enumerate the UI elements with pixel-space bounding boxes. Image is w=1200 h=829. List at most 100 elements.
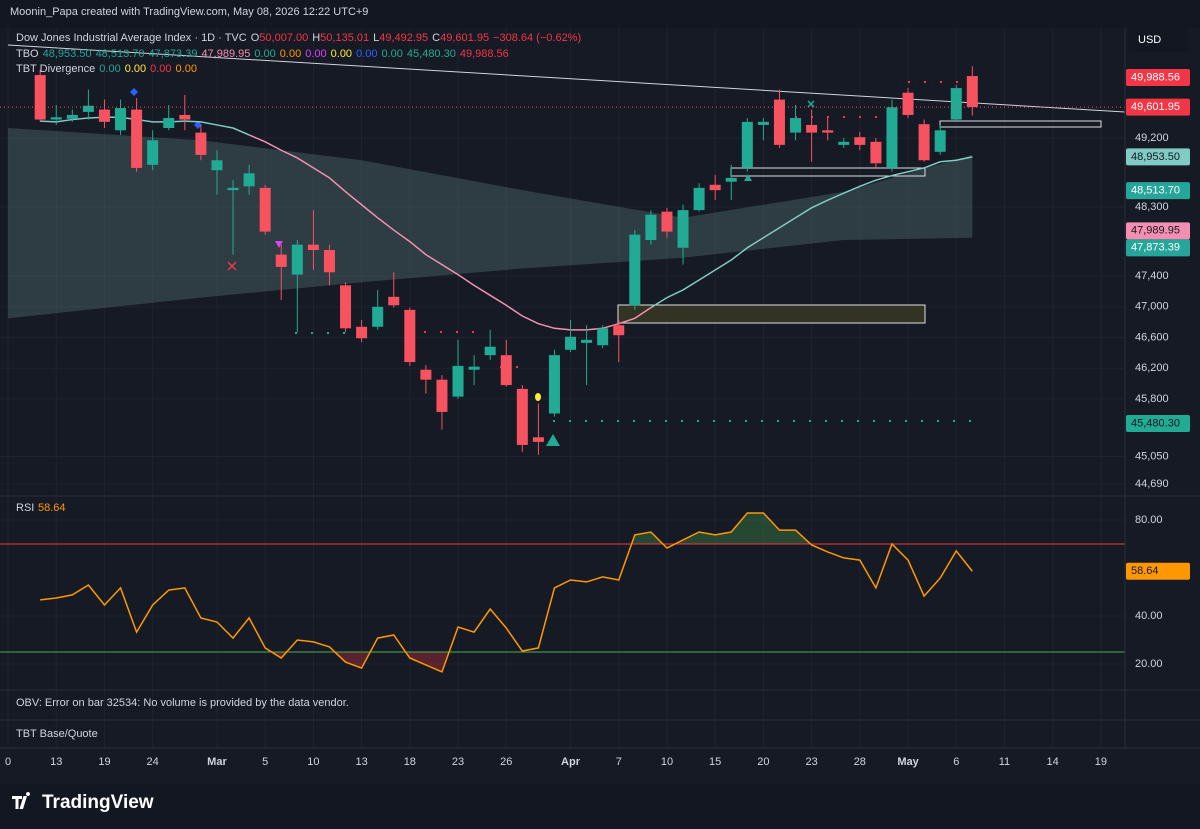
x-tick-label: 19 bbox=[98, 756, 110, 768]
indicator-name: TBT Divergence bbox=[16, 63, 96, 75]
indicator-value: 0.00 bbox=[175, 63, 197, 75]
indicator-value: 48,953.50 bbox=[42, 47, 92, 60]
candle-body bbox=[420, 369, 432, 380]
indicator-value: 0.00 bbox=[254, 47, 276, 60]
x-tick-label: 24 bbox=[147, 756, 159, 768]
x-tick-label: 13 bbox=[355, 756, 367, 768]
candle-body bbox=[677, 210, 689, 248]
moving-average bbox=[248, 134, 652, 331]
y-tick-label: 49,200 bbox=[1135, 132, 1169, 144]
price-tag-label: 45,480.30 bbox=[1131, 417, 1180, 429]
annotations bbox=[7, 44, 1126, 446]
rsi-title: RSI bbox=[16, 502, 34, 514]
candle-body bbox=[323, 250, 335, 273]
x-tick-label: 14 bbox=[1047, 756, 1059, 768]
x-tick-label: May bbox=[897, 756, 919, 768]
candle-body bbox=[693, 187, 705, 211]
cross-signal bbox=[227, 261, 237, 271]
candle-body bbox=[66, 114, 78, 119]
candle-body bbox=[98, 109, 110, 122]
y-tick-label: 80.00 bbox=[1135, 514, 1163, 526]
candle-body bbox=[902, 92, 914, 115]
indicator-name: TBO bbox=[16, 47, 39, 60]
candle-body bbox=[886, 107, 898, 168]
candle-body bbox=[725, 177, 737, 182]
candle-body bbox=[516, 388, 528, 445]
candle-body bbox=[790, 118, 802, 133]
currency-button[interactable] bbox=[1128, 28, 1188, 52]
candle-body bbox=[548, 355, 560, 414]
candle-body bbox=[854, 137, 866, 145]
candle-body bbox=[211, 160, 223, 171]
candle-body bbox=[661, 211, 673, 232]
price-tag-label: 49,601.95 bbox=[1131, 101, 1180, 113]
candle-body bbox=[484, 346, 496, 356]
x-tick-label: 6 bbox=[953, 756, 959, 768]
candle-body bbox=[806, 124, 818, 133]
attribution: Moonin_Papa created with TradingView.com… bbox=[10, 6, 369, 18]
diamond-signal bbox=[194, 121, 202, 129]
candle-body bbox=[179, 114, 191, 120]
axis-layer: USD RSI 58.64 OBV: Error on bar 32534: N… bbox=[0, 28, 1200, 829]
candle-body bbox=[741, 121, 753, 168]
indicator-row: TBO 48,953.50 48,513.70 47,873.39 47,989.95 0… bbox=[16, 47, 585, 63]
indicator-value: 47,873.39 bbox=[148, 47, 198, 60]
ohlc-value: 49,492.95 bbox=[379, 32, 429, 44]
indicator-value: 47,989.95 bbox=[201, 47, 251, 60]
candle-body bbox=[307, 244, 319, 251]
candle-body bbox=[950, 88, 962, 120]
x-tick-label: 20 bbox=[757, 756, 769, 768]
change: −308.64 (−0.62%) bbox=[493, 32, 582, 44]
marks-layer bbox=[0, 66, 1125, 673]
ohlc-value: 50,135.01 bbox=[320, 32, 370, 44]
indicator-value: 48,513.70 bbox=[95, 47, 145, 60]
buy-signal bbox=[744, 174, 752, 181]
brand-name: TradingView bbox=[42, 792, 154, 813]
candle-body bbox=[291, 244, 303, 275]
candle-body bbox=[645, 214, 657, 241]
price-tag bbox=[1126, 148, 1190, 166]
pane-title: TBT Base/Quote bbox=[16, 728, 98, 740]
candle-body bbox=[340, 285, 352, 329]
rsi-value: 58.64 bbox=[38, 502, 66, 514]
price-tag bbox=[1126, 98, 1190, 116]
candle-body bbox=[404, 309, 416, 363]
footer bbox=[0, 784, 1200, 829]
candle-body bbox=[773, 99, 785, 145]
candle-body bbox=[195, 132, 207, 155]
candle-body bbox=[372, 306, 384, 327]
x-tick-label: 19 bbox=[1095, 756, 1107, 768]
legend: Dow Jones Industrial Average Index · 1D … bbox=[16, 31, 585, 78]
currency-label[interactable]: USD bbox=[1138, 34, 1161, 46]
candle-body bbox=[147, 140, 159, 165]
indicator-value: 0.00 bbox=[330, 47, 353, 60]
candle-body bbox=[918, 124, 930, 161]
zone-box bbox=[617, 304, 926, 324]
candle-body bbox=[50, 117, 62, 120]
price-tag-label: 47,989.95 bbox=[1131, 225, 1180, 237]
candle-body bbox=[500, 355, 512, 386]
y-tick-label: 46,600 bbox=[1135, 331, 1169, 343]
rsi-line bbox=[40, 512, 973, 673]
price-tag-label: 48,953.50 bbox=[1131, 151, 1180, 163]
price-tag bbox=[1126, 239, 1190, 257]
y-tick-label: 45,050 bbox=[1135, 450, 1169, 462]
candle-body bbox=[613, 325, 625, 336]
candle-body bbox=[597, 328, 609, 346]
x-tick-label: 26 bbox=[500, 756, 512, 768]
candle-body bbox=[356, 326, 368, 339]
zone-box bbox=[939, 120, 1102, 128]
cross-signal bbox=[807, 100, 815, 108]
x-tick-label: 11 bbox=[999, 756, 1010, 768]
candle-body bbox=[436, 379, 448, 412]
price-tag bbox=[1126, 414, 1190, 432]
symbol: Dow Jones Industrial Average Index · 1D … bbox=[16, 32, 247, 44]
indicator-value: 0.00 bbox=[150, 63, 172, 75]
indicator-value: 0.00 bbox=[381, 47, 403, 60]
candle-body bbox=[452, 365, 464, 397]
sell-signal bbox=[275, 241, 283, 248]
x-tick-label: 7 bbox=[616, 756, 622, 768]
indicator-value: 0.00 bbox=[305, 47, 327, 60]
price-tag-label: 48,513.70 bbox=[1131, 185, 1180, 197]
